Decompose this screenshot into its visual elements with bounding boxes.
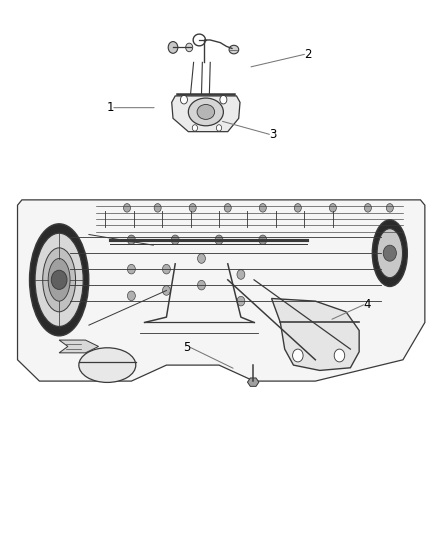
Circle shape (192, 125, 198, 131)
Polygon shape (18, 200, 425, 381)
Circle shape (216, 125, 222, 131)
Circle shape (329, 204, 336, 212)
Circle shape (198, 254, 205, 263)
Ellipse shape (188, 98, 223, 126)
Circle shape (124, 204, 131, 212)
Polygon shape (247, 378, 259, 386)
Circle shape (168, 42, 178, 53)
Ellipse shape (229, 45, 239, 54)
Circle shape (259, 235, 267, 245)
Ellipse shape (79, 348, 136, 383)
Circle shape (334, 349, 345, 362)
Circle shape (127, 291, 135, 301)
Circle shape (180, 95, 187, 104)
Ellipse shape (35, 233, 83, 326)
Circle shape (127, 264, 135, 274)
Circle shape (186, 43, 193, 52)
Circle shape (224, 204, 231, 212)
Circle shape (237, 296, 245, 306)
Circle shape (127, 235, 135, 245)
Circle shape (162, 264, 170, 274)
Ellipse shape (372, 220, 407, 287)
Ellipse shape (197, 104, 215, 119)
Ellipse shape (42, 248, 76, 312)
Circle shape (171, 235, 179, 245)
Text: 1: 1 (106, 101, 114, 114)
Text: 5: 5 (183, 341, 191, 354)
Circle shape (294, 204, 301, 212)
Ellipse shape (48, 259, 70, 301)
Text: 3: 3 (269, 128, 277, 141)
Circle shape (154, 204, 161, 212)
Circle shape (198, 280, 205, 290)
Circle shape (215, 235, 223, 245)
Circle shape (386, 204, 393, 212)
Circle shape (189, 204, 196, 212)
Polygon shape (172, 96, 240, 132)
Text: 2: 2 (304, 48, 312, 61)
Ellipse shape (29, 224, 88, 336)
Circle shape (162, 286, 170, 295)
Circle shape (220, 95, 227, 104)
Circle shape (259, 204, 266, 212)
Polygon shape (59, 340, 99, 353)
Circle shape (364, 204, 371, 212)
Circle shape (51, 270, 67, 289)
Ellipse shape (377, 229, 403, 278)
Polygon shape (272, 298, 359, 370)
Circle shape (237, 270, 245, 279)
Circle shape (383, 245, 396, 261)
Text: 4: 4 (364, 298, 371, 311)
Circle shape (293, 349, 303, 362)
